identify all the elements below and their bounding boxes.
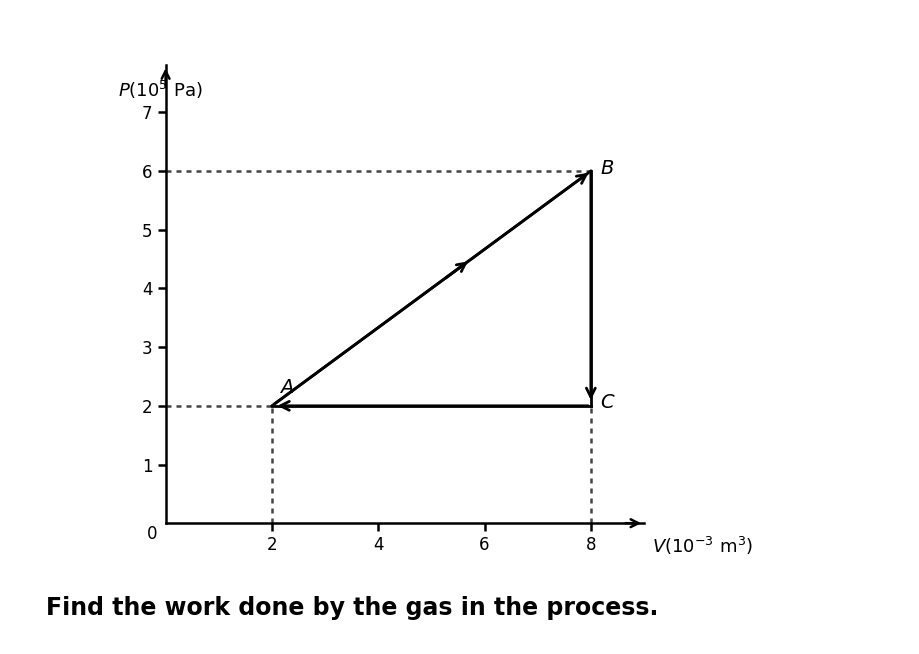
Text: Find the work done by the gas in the process.: Find the work done by the gas in the pro… (46, 596, 658, 620)
Text: $V(10^{-3}\ \mathrm{m}^3)$: $V(10^{-3}\ \mathrm{m}^3)$ (652, 534, 752, 557)
Text: A: A (279, 378, 293, 397)
Text: 0: 0 (147, 525, 157, 543)
Text: $P(10^5\ \mathrm{Pa})$: $P(10^5\ \mathrm{Pa})$ (118, 79, 202, 101)
Text: B: B (600, 159, 613, 178)
Text: C: C (600, 393, 613, 413)
